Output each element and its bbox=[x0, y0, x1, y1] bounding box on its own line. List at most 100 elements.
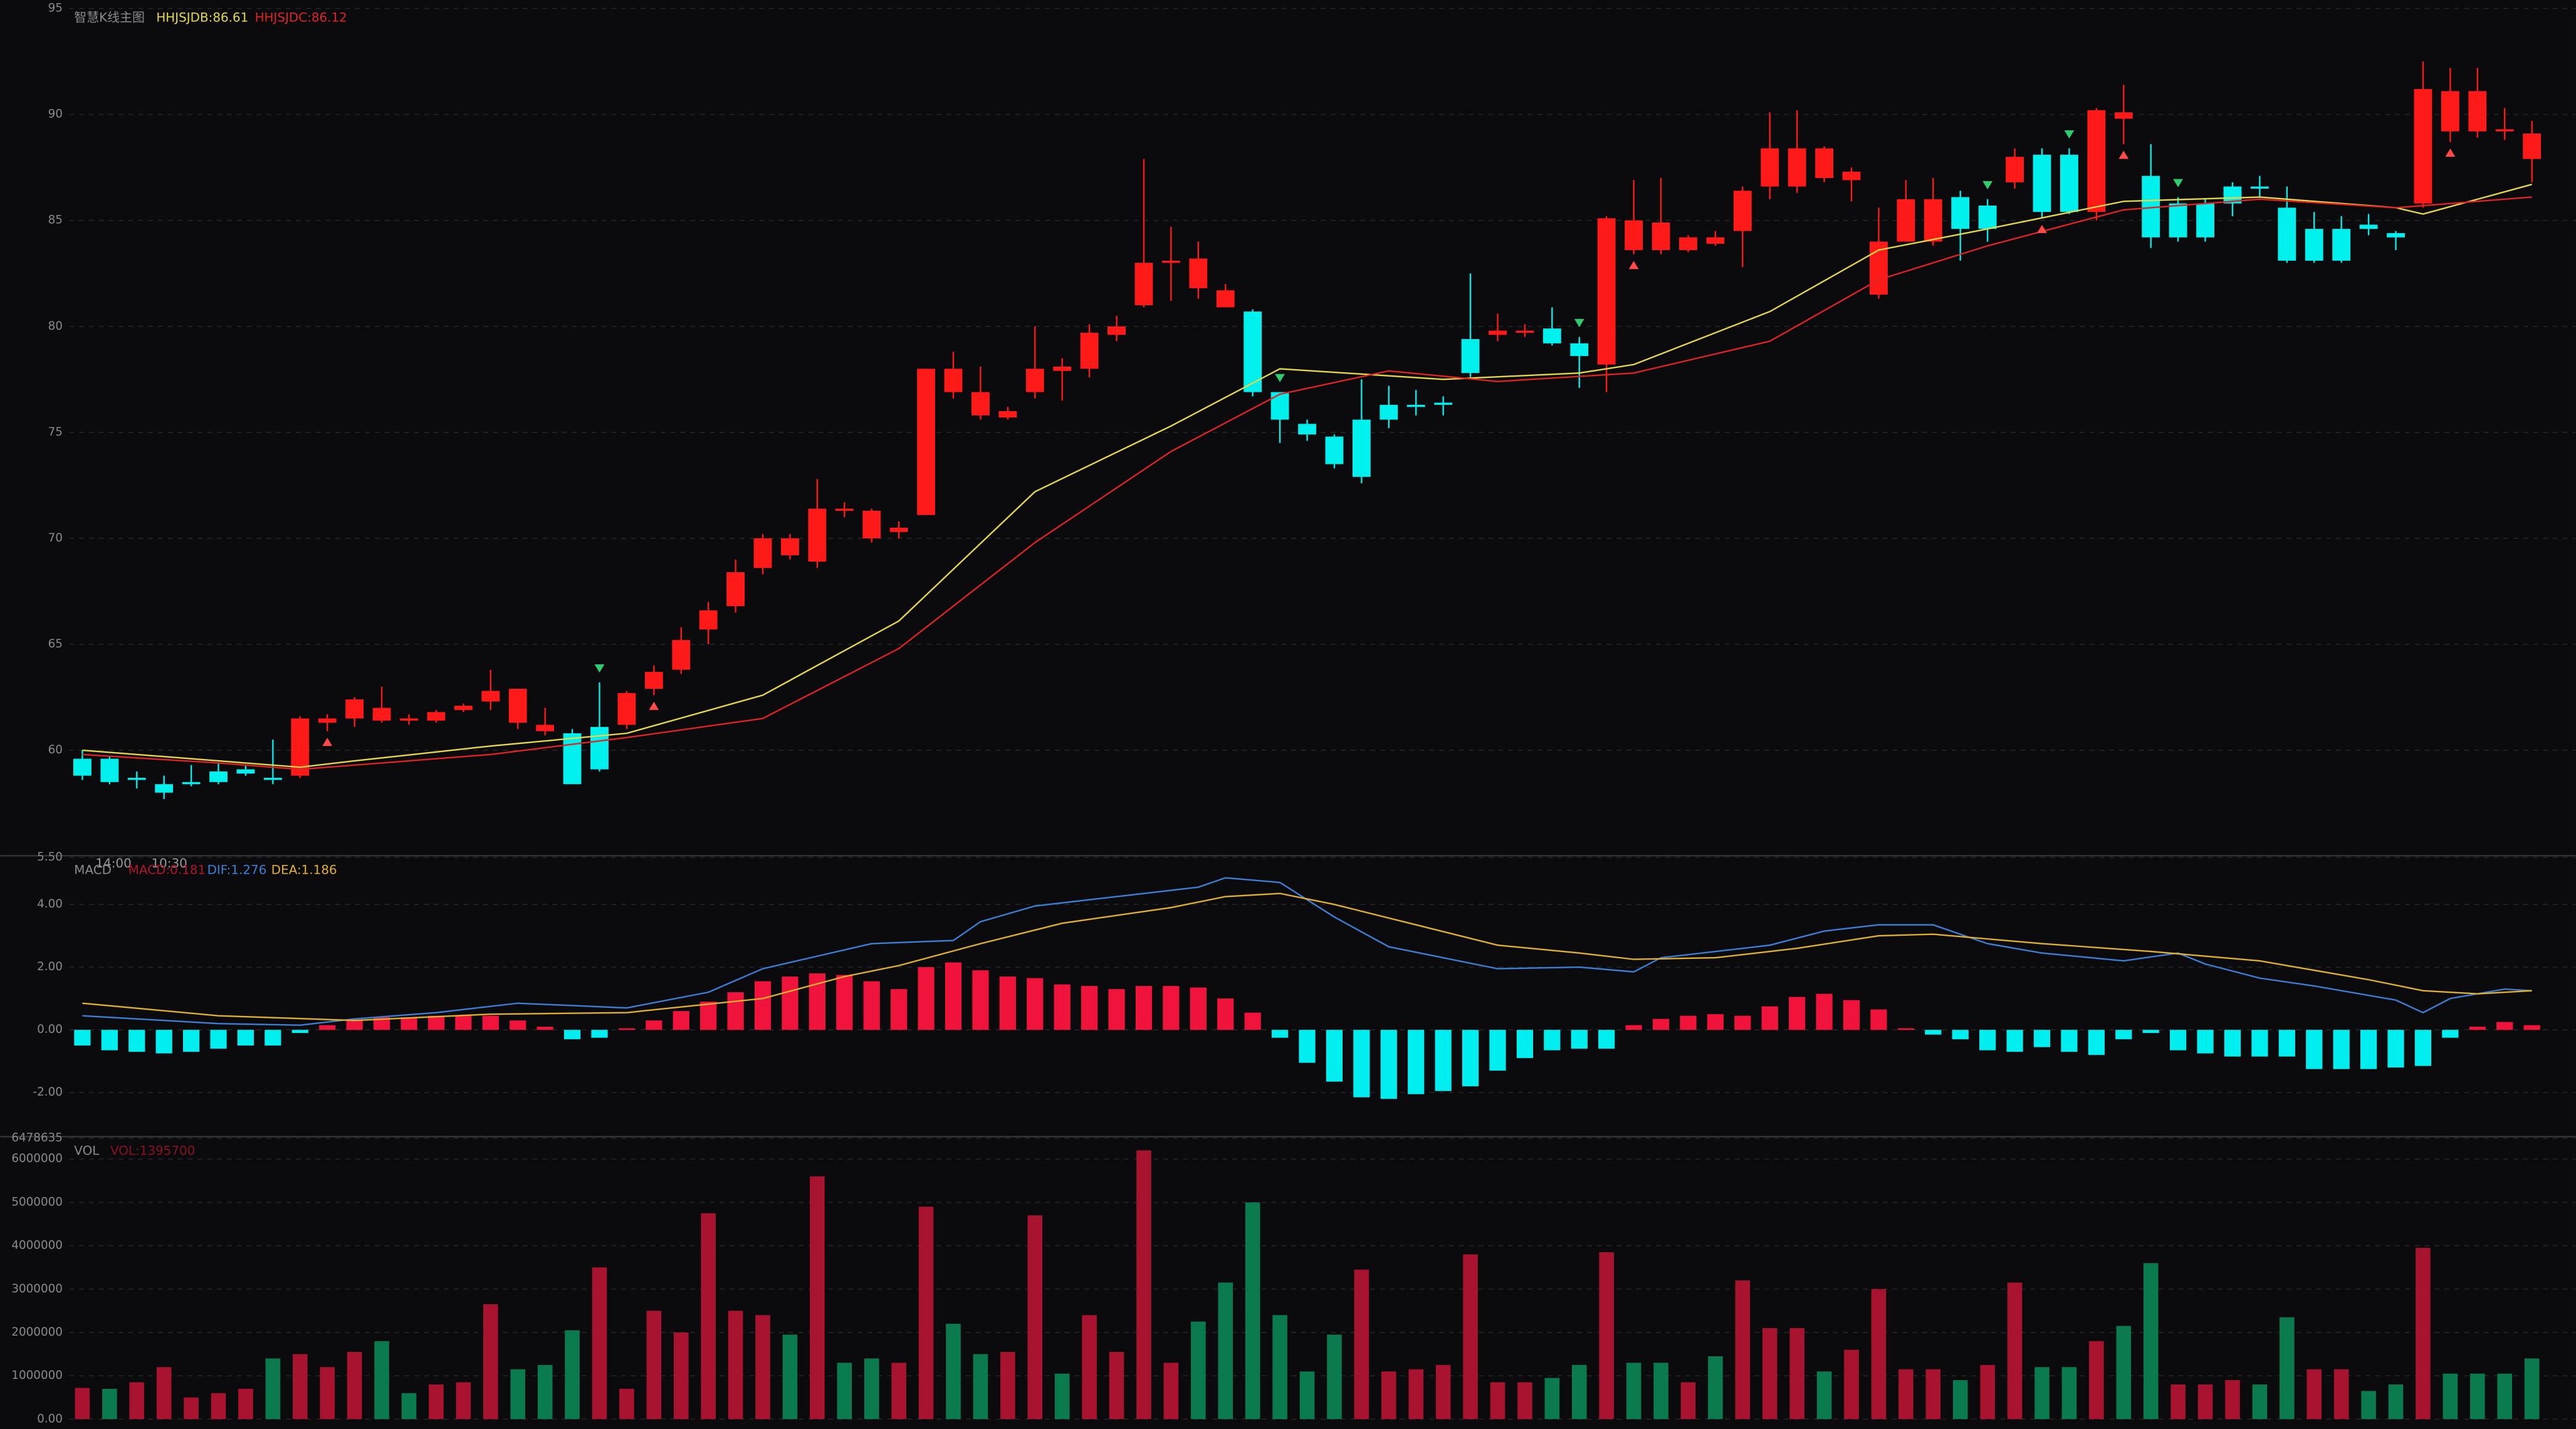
macd-bar bbox=[1734, 1015, 1751, 1030]
candle-body bbox=[1352, 419, 1371, 477]
candle-body bbox=[536, 725, 555, 731]
macd-bar bbox=[1299, 1030, 1316, 1063]
macd-bar bbox=[863, 981, 880, 1030]
macd-bar bbox=[1190, 987, 1207, 1030]
volume-bar bbox=[673, 1332, 689, 1420]
macd-bar bbox=[1516, 1030, 1534, 1059]
macd-bar bbox=[1816, 993, 1833, 1030]
volume-bar bbox=[1463, 1254, 1478, 1420]
volume-bar bbox=[1952, 1380, 1968, 1420]
macd-bar bbox=[1462, 1030, 1479, 1087]
volume-bar bbox=[701, 1213, 716, 1420]
volume-bar bbox=[1082, 1315, 1097, 1420]
macd-bar bbox=[1652, 1018, 1670, 1030]
macd-bar bbox=[1897, 1028, 1914, 1030]
y-tick-label: 3000000 bbox=[11, 1282, 63, 1296]
y-tick-label: 65 bbox=[48, 637, 63, 651]
candle-body bbox=[1107, 326, 1126, 335]
candle-body bbox=[672, 640, 691, 670]
macd-bar bbox=[2197, 1030, 2214, 1054]
volume-bar bbox=[2061, 1367, 2077, 1420]
volume-bar bbox=[129, 1382, 145, 1420]
candle-body bbox=[508, 688, 527, 723]
candle-body bbox=[454, 706, 473, 710]
volume-bar bbox=[156, 1367, 172, 1420]
candle-body bbox=[726, 572, 745, 607]
candle-body bbox=[1679, 237, 1697, 251]
vol-label: VOL:1395700 bbox=[110, 1144, 195, 1158]
candle-body bbox=[1489, 330, 1507, 335]
macd-bar bbox=[2306, 1030, 2323, 1069]
macd-bar bbox=[128, 1030, 145, 1052]
macd-bar bbox=[891, 989, 908, 1030]
macd-bar bbox=[1244, 1012, 1261, 1030]
macd-bar bbox=[1544, 1030, 1561, 1050]
candle-body bbox=[1897, 199, 1915, 242]
macd-bar bbox=[264, 1030, 281, 1046]
volume-bar bbox=[1408, 1369, 1424, 1420]
volume-bar bbox=[238, 1388, 253, 1420]
candle-body bbox=[2033, 154, 2051, 212]
volume-bar bbox=[483, 1304, 498, 1420]
candle-body bbox=[889, 528, 908, 532]
chart-title: 智慧K线主图 bbox=[74, 10, 145, 24]
macd-bar bbox=[1272, 1030, 1289, 1038]
macd-bar bbox=[673, 1011, 689, 1030]
volume-bar bbox=[1136, 1150, 1151, 1420]
candle-body bbox=[236, 769, 255, 774]
candle-body bbox=[2359, 224, 2378, 229]
volume-bar bbox=[2497, 1373, 2513, 1420]
panel-title: VOL bbox=[74, 1144, 99, 1158]
candle-body bbox=[617, 693, 636, 725]
candle-body bbox=[1134, 263, 1153, 305]
candle-body bbox=[1842, 171, 1861, 181]
macd-bar bbox=[2115, 1030, 2132, 1040]
volume-bar bbox=[2034, 1367, 2050, 1420]
macd-bar bbox=[373, 1017, 390, 1030]
macd-bar bbox=[2523, 1025, 2540, 1030]
candle-body bbox=[2006, 157, 2024, 182]
volume-bar bbox=[456, 1382, 471, 1420]
macd-bar bbox=[563, 1030, 581, 1040]
volume-bar bbox=[1218, 1282, 1233, 1420]
candle-body bbox=[1270, 392, 1289, 420]
candle-body bbox=[427, 712, 446, 721]
y-tick-label: 70 bbox=[48, 531, 63, 545]
volume-bar bbox=[782, 1334, 798, 1420]
candle-body bbox=[1706, 237, 1725, 244]
macd-bar bbox=[1217, 998, 1234, 1030]
volume-bar bbox=[1435, 1364, 1451, 1420]
macd-bar bbox=[1870, 1009, 1887, 1030]
volume-bar bbox=[2333, 1369, 2349, 1420]
y-tick-label: 75 bbox=[48, 426, 63, 439]
y-tick-label: 2.00 bbox=[37, 960, 63, 973]
candle-body bbox=[998, 411, 1017, 418]
macd-bar bbox=[2224, 1030, 2241, 1057]
macd-bar bbox=[482, 1015, 499, 1030]
volume-bar bbox=[1327, 1334, 1342, 1420]
macd-bar bbox=[2442, 1030, 2459, 1038]
volume-bar bbox=[2143, 1263, 2159, 1420]
candle-body bbox=[1161, 260, 1180, 263]
macd-bar bbox=[1326, 1030, 1343, 1082]
volume-bar bbox=[619, 1388, 634, 1420]
macd-bar bbox=[210, 1030, 227, 1049]
volume-bar bbox=[1653, 1363, 1668, 1420]
candle-body bbox=[2468, 91, 2487, 132]
candle-body bbox=[1025, 369, 1044, 392]
candle-body bbox=[345, 699, 364, 719]
candle-body bbox=[2114, 112, 2133, 119]
macd-bar bbox=[1707, 1014, 1724, 1030]
macd-bar bbox=[1108, 989, 1125, 1030]
candle-body bbox=[1597, 218, 1616, 365]
macd-bar bbox=[1571, 1030, 1588, 1049]
candle-body bbox=[1815, 148, 1834, 179]
volume-bar bbox=[1299, 1371, 1315, 1420]
candle-body bbox=[1080, 332, 1099, 369]
candle-body bbox=[1951, 197, 1970, 229]
volume-bar bbox=[2007, 1282, 2023, 1420]
candle-body bbox=[1461, 339, 1480, 374]
volume-bar bbox=[891, 1363, 906, 1420]
candle-body bbox=[1652, 222, 1670, 251]
